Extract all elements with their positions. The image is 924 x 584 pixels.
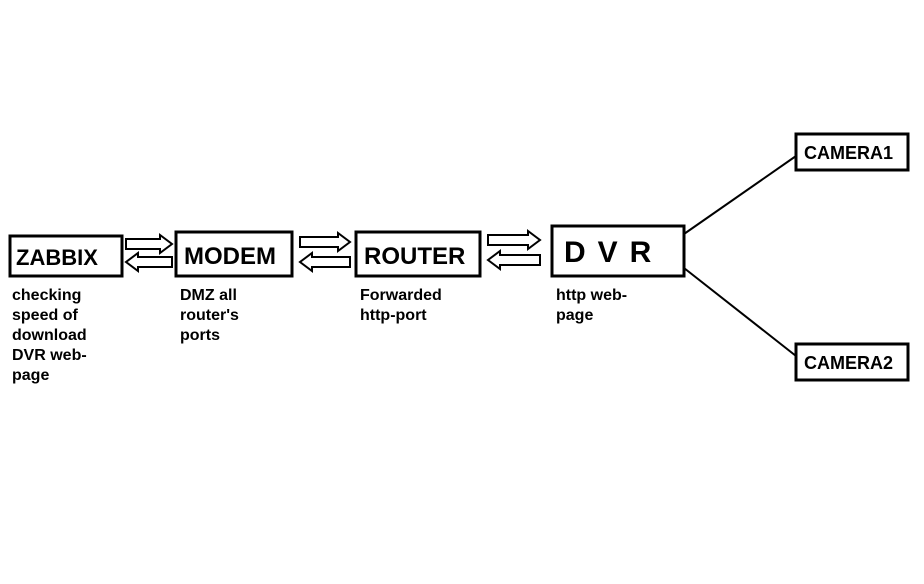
- desc-dvr: http web-page: [556, 287, 627, 324]
- desc-zabbix-line-0: checking: [12, 287, 81, 304]
- node-label-dvr: DVR: [564, 236, 663, 269]
- node-label-modem: MODEM: [184, 243, 276, 270]
- node-camera2: CAMERA2: [796, 344, 908, 380]
- node-label-camera2: CAMERA2: [804, 353, 893, 373]
- node-label-router: ROUTER: [364, 243, 465, 270]
- arrow-pair-0-left: [126, 253, 172, 271]
- node-router: ROUTER: [356, 232, 480, 276]
- desc-dvr-line-0: http web-: [556, 287, 627, 304]
- desc-dvr-line-1: page: [556, 307, 593, 324]
- node-camera1: CAMERA1: [796, 134, 908, 170]
- arrow-pair-1-right: [300, 233, 350, 251]
- arrow-pair-2-right: [488, 231, 540, 249]
- desc-modem-line-1: router's: [180, 307, 239, 324]
- node-label-camera1: CAMERA1: [804, 143, 893, 163]
- node-modem: MODEM: [176, 232, 292, 276]
- node-dvr: DVR: [552, 226, 684, 276]
- desc-modem: DMZ all router's ports: [180, 287, 239, 344]
- desc-zabbix-line-2: download: [12, 327, 87, 344]
- arrow-pair-2-left: [488, 251, 540, 269]
- desc-router-line-0: Forwarded: [360, 287, 442, 304]
- edge-line-0: [684, 156, 796, 234]
- desc-modem-line-2: ports: [180, 327, 220, 344]
- edge-line-1: [684, 268, 796, 356]
- desc-zabbix-line-3: DVR web-: [12, 347, 87, 364]
- desc-zabbix-line-4: page: [12, 367, 49, 384]
- desc-zabbix: checking speed of download DVR web-page: [12, 287, 87, 384]
- desc-router: Forwarded http-port: [360, 287, 442, 324]
- node-label-zabbix: ZABBIX: [16, 245, 98, 270]
- node-zabbix: ZABBIX: [10, 236, 122, 276]
- arrow-pair-1-left: [300, 253, 350, 271]
- arrow-pair-0-right: [126, 235, 172, 253]
- desc-zabbix-line-1: speed of: [12, 307, 78, 324]
- desc-router-line-1: http-port: [360, 307, 427, 324]
- desc-modem-line-0: DMZ all: [180, 287, 237, 304]
